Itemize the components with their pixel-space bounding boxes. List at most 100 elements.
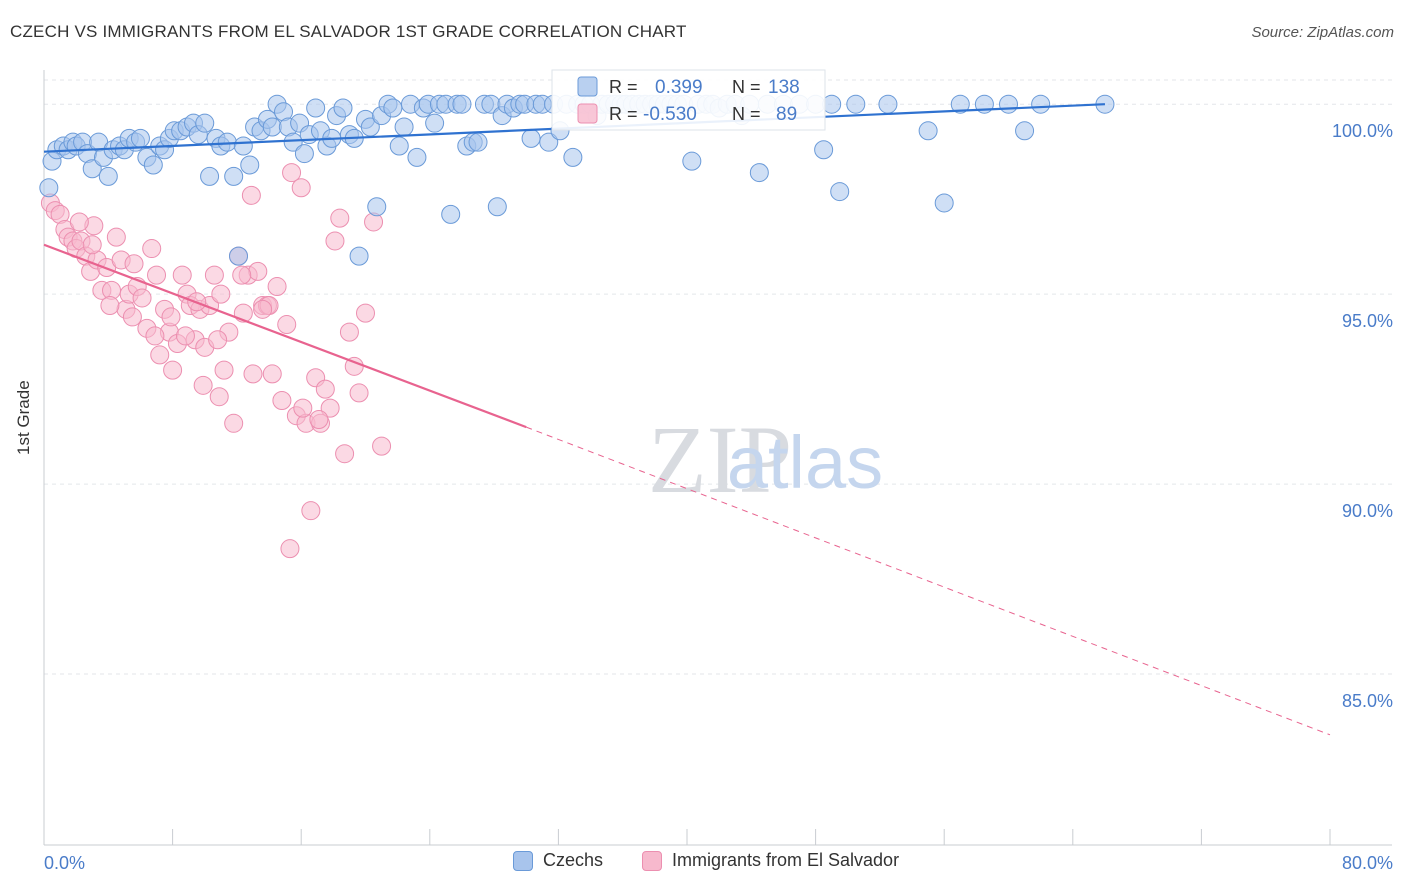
salvador-point (106, 227, 126, 247)
czech-point (407, 147, 427, 167)
salvador-point (320, 398, 340, 418)
czech-point (521, 128, 541, 148)
salvador-point (272, 391, 292, 411)
czech-point (468, 132, 488, 152)
salvador-point (193, 375, 213, 395)
tick-labels: 85.0% 90.0% 95.0% 100.0% 0.0% 80.0% (44, 121, 1393, 873)
salvador-point (204, 265, 224, 285)
salvador-point (175, 326, 195, 346)
series-legend: Czechs Immigrants from El Salvador (0, 850, 1406, 880)
salvador-point (172, 265, 192, 285)
salvador-point (161, 307, 181, 327)
salvador-point (241, 185, 261, 205)
czech-point (306, 98, 326, 118)
salvador-trend-line (43, 243, 527, 429)
czech-point (333, 98, 353, 118)
salvador-point (124, 254, 144, 274)
salvador-point (291, 178, 311, 198)
salvador-point (372, 436, 392, 456)
salvador-point (214, 360, 234, 380)
czech-point (950, 94, 970, 114)
salvador-point (209, 387, 229, 407)
czech-point (563, 147, 583, 167)
stats-legend: R = 0.399 N = 138 R = -0.530 N = 89 (551, 69, 826, 131)
czech-point (878, 94, 898, 114)
salvador-points (40, 163, 392, 559)
legend-item-salvador: Immigrants from El Salvador (642, 850, 899, 871)
salvador-point (145, 326, 165, 346)
czech-point (130, 128, 150, 148)
salvador-point (330, 208, 350, 228)
salvador-point (282, 163, 302, 183)
x-tick-label: 0.0% (44, 853, 85, 873)
czech-point (394, 117, 414, 137)
salvador-point (147, 265, 167, 285)
salvador-point (277, 315, 297, 335)
watermark-atlas: atlas (727, 421, 883, 504)
salvador-point (211, 284, 231, 304)
czech-point (934, 193, 954, 213)
czech-point (1015, 121, 1035, 141)
legend-item-czechs: Czechs (513, 850, 603, 871)
salvador-point (280, 539, 300, 559)
salvador-point (232, 265, 252, 285)
salvador-point (315, 379, 335, 399)
salvador-point (82, 235, 102, 255)
czech-point (200, 166, 220, 186)
czech-point (441, 204, 461, 224)
czech-point (487, 197, 507, 217)
y-tick-label: 90.0% (1342, 501, 1393, 521)
salvador-point (349, 383, 369, 403)
salvador-point (301, 501, 321, 521)
salvador-point (224, 413, 244, 433)
stats-swatch-czech (577, 76, 598, 97)
salvador-point (325, 231, 345, 251)
salvador-point (100, 296, 120, 316)
czech-point (195, 113, 215, 133)
czech-point (294, 144, 314, 164)
czech-point (98, 166, 118, 186)
legend-swatch-salvador (642, 850, 662, 871)
y-tick-label: 95.0% (1342, 311, 1393, 331)
source-credit: Source: ZipAtlas.com (1251, 24, 1394, 41)
czech-point (749, 163, 769, 183)
salvador-point (122, 307, 142, 327)
salvador-point (309, 410, 329, 430)
stats-swatch-salvador (577, 103, 598, 124)
czech-point (389, 136, 409, 156)
stats-n-value: 89 (776, 104, 797, 125)
salvador-point (132, 288, 152, 308)
stats-n-label: N = (732, 104, 761, 124)
stats-r-value: -0.530 (643, 104, 697, 125)
stats-n-label: N = (732, 77, 761, 97)
czech-point (814, 140, 834, 160)
salvador-point (293, 398, 313, 418)
salvador-point (356, 303, 375, 323)
salvador-point (150, 345, 170, 365)
czech-point (830, 182, 850, 202)
legend-swatch-czechs (513, 850, 533, 871)
czech-point (1031, 94, 1051, 114)
czech-point (349, 246, 369, 266)
czech-point (425, 113, 445, 133)
czech-point (283, 132, 303, 152)
legend-label-salvador: Immigrants from El Salvador (672, 850, 900, 870)
czech-point (383, 98, 403, 118)
czech-point (999, 94, 1018, 114)
czech-point (143, 155, 163, 175)
stats-r-label: R = (609, 104, 638, 124)
salvador-point (335, 444, 355, 464)
salvador-point (267, 277, 287, 297)
chart-title: CZECH VS IMMIGRANTS FROM EL SALVADOR 1ST… (10, 22, 687, 41)
stats-r-label: R = (609, 77, 638, 97)
salvador-point (142, 239, 162, 259)
czech-point (82, 159, 102, 179)
salvador-point (248, 261, 268, 281)
salvador-point (208, 330, 228, 350)
salvador-point (69, 212, 89, 232)
salvador-point (163, 360, 183, 380)
czech-point (233, 136, 253, 156)
stats-r-value: 0.399 (655, 77, 703, 98)
y-tick-label: 100.0% (1332, 121, 1393, 141)
watermark-zip: ZIP (648, 406, 792, 513)
